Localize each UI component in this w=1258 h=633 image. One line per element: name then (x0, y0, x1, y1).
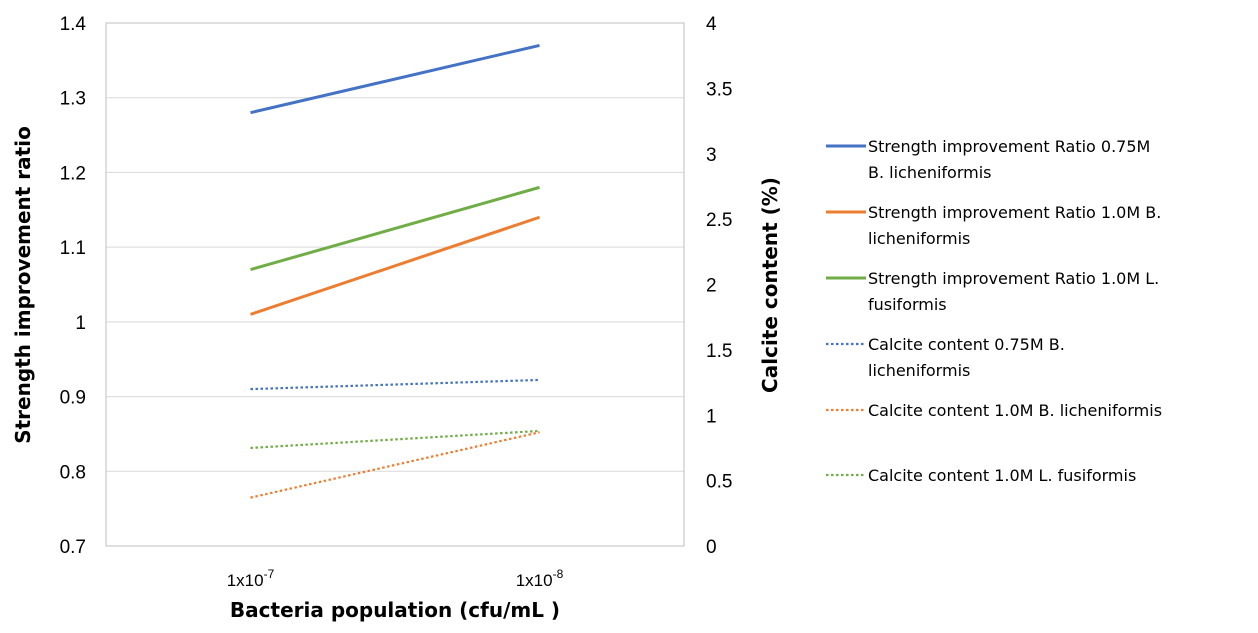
y-axis-right-title: Calcite content (%) (758, 177, 782, 393)
x-tick-label: 1x10-8 (516, 567, 564, 590)
legend-label: licheniformis (868, 229, 970, 248)
y-tick-label: 1 (75, 313, 86, 334)
x-axis-ticks: 1x10-7 1x10-8 (227, 567, 564, 590)
x-tick-label: 1x10-7 (227, 567, 275, 590)
legend-label: fusiformis (868, 295, 947, 314)
y-axis-right-ticks: 0 0.5 1 1.5 2 2.5 3 3.5 4 (706, 14, 732, 558)
legend-label: licheniformis (868, 361, 970, 380)
y2-tick-label: 3 (706, 145, 717, 166)
y2-tick-label: 0.5 (706, 472, 732, 493)
y-tick-label: 1.1 (60, 238, 86, 259)
y-tick-label: 0.7 (60, 537, 86, 558)
legend: Strength improvement Ratio 0.75M B. liche… (826, 137, 1162, 485)
series-line-4 (250, 378, 540, 391)
legend-label: Calcite content 1.0M B. licheniformis (868, 401, 1162, 420)
y2-tick-label: 1 (706, 406, 717, 427)
legend-label: B. licheniformis (868, 163, 992, 182)
plot-area (105, 22, 685, 547)
series-line-5 (250, 431, 540, 499)
y2-tick-label: 4 (706, 14, 717, 35)
legend-label: Strength improvement Ratio 1.0M L. (868, 269, 1159, 288)
series-lines (250, 43, 540, 499)
y2-tick-label: 3.5 (706, 79, 732, 100)
legend-label: Strength improvement Ratio 0.75M (868, 137, 1150, 156)
y-tick-label: 0.9 (60, 388, 86, 409)
y-axis-left-title: Strength improvement ratio (11, 126, 35, 444)
legend-label: Calcite content 0.75M B. (868, 335, 1065, 354)
series-line-3 (250, 185, 540, 271)
series-line-1 (250, 43, 540, 115)
y2-tick-label: 2.5 (706, 210, 732, 231)
y2-tick-label: 0 (706, 537, 717, 558)
y-tick-label: 1.2 (60, 163, 86, 184)
y-axis-left-ticks: 0.7 0.8 0.9 1 1.1 1.2 1.3 1.4 (60, 14, 87, 558)
legend-label: Calcite content 1.0M L. fusiformis (868, 466, 1136, 485)
series-line-2 (250, 215, 540, 316)
y-tick-label: 0.8 (60, 462, 86, 483)
y-tick-label: 1.4 (60, 14, 87, 35)
y-tick-label: 1.3 (60, 89, 86, 110)
series-line-6 (250, 429, 540, 450)
legend-label: Strength improvement Ratio 1.0M B. (868, 203, 1161, 222)
y2-tick-label: 1.5 (706, 341, 732, 362)
y2-tick-label: 2 (706, 276, 717, 297)
gridlines (106, 97, 684, 472)
x-axis-title: Bacteria population (cfu/mL ) (230, 598, 560, 622)
